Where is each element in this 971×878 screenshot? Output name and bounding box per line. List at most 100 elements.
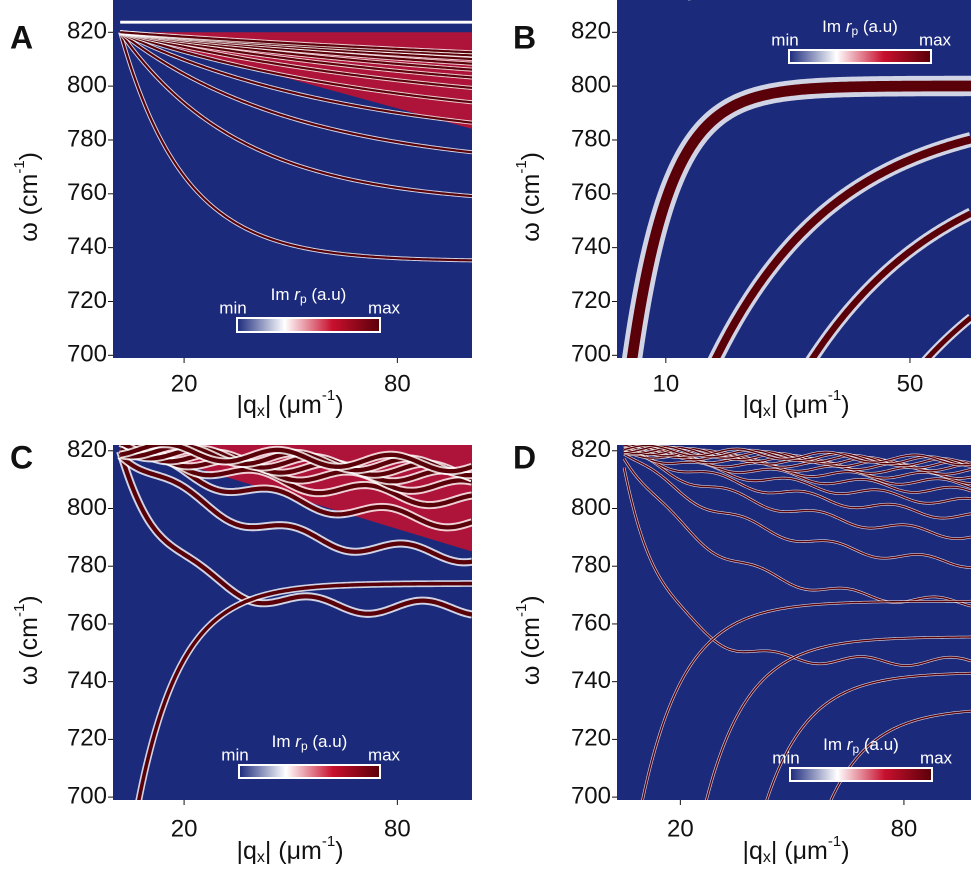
panel-label: A — [10, 19, 33, 55]
x-axis-label: |qx| (μm-1) — [742, 833, 849, 866]
x-axis-label-part: ) — [841, 391, 849, 419]
y-axis-label-part: ω (cm — [517, 617, 545, 685]
heatmap-background — [617, 445, 971, 800]
y-tick-label: 740 — [571, 233, 611, 260]
y-axis-label-part: ) — [15, 152, 43, 160]
colorbar-min: min — [772, 748, 799, 767]
colorbar — [789, 50, 931, 63]
y-axis-label-part: -1 — [11, 604, 28, 617]
panel-label: D — [513, 439, 536, 475]
colorbar — [239, 765, 380, 778]
y-axis-label-part: -1 — [11, 160, 28, 173]
x-axis-label-part: | (μm — [265, 837, 322, 865]
x-axis-label-part: |q — [742, 837, 762, 865]
colorbar-title-part: Im — [271, 285, 295, 304]
y-axis-label: ω (cm-1) — [11, 152, 43, 242]
colorbar-min: min — [771, 30, 798, 49]
colorbar-title-part: (a.u) — [308, 732, 348, 751]
x-axis-label-part: -1 — [828, 387, 841, 404]
x-tick-label: 80 — [891, 815, 918, 842]
x-axis-label: |qx| (μm-1) — [742, 387, 849, 420]
y-tick-label: 780 — [571, 552, 611, 579]
x-axis-label-part: x — [257, 403, 265, 420]
y-tick-label: 700 — [571, 782, 611, 809]
y-tick-label: 780 — [67, 125, 107, 152]
colorbar-title-part: Im — [822, 17, 846, 36]
colorbar-title: Im rp (a.u) — [272, 732, 348, 753]
y-tick-label: 740 — [571, 667, 611, 694]
y-tick-label: 800 — [571, 71, 611, 98]
colorbar-title: Im rp (a.u) — [823, 735, 899, 756]
colorbar-title-part: (a.u) — [858, 17, 898, 36]
x-axis-label-part: x — [257, 849, 265, 866]
colorbar-min: min — [221, 745, 248, 764]
colorbar-max: max — [919, 30, 952, 49]
y-tick-label: 700 — [67, 341, 107, 368]
y-tick-label: 760 — [67, 609, 107, 636]
y-axis-label-part: ω (cm — [517, 174, 545, 242]
colorbar-max: max — [368, 745, 401, 764]
x-axis-label-part: | (μm — [265, 391, 322, 419]
y-axis-label-part: ω (cm — [15, 617, 43, 685]
y-tick-label: 820 — [67, 436, 107, 463]
y-tick-label: 800 — [571, 494, 611, 521]
y-tick-label: 820 — [67, 18, 107, 45]
colorbar-title: Im rp (a.u) — [822, 17, 898, 38]
y-tick-label: 820 — [571, 18, 611, 45]
x-axis-label: |qx| (μm-1) — [236, 387, 343, 420]
y-tick-label: 700 — [571, 341, 611, 368]
panel-label: B — [513, 19, 536, 55]
colorbar-max: max — [368, 298, 401, 317]
x-tick-label: 80 — [384, 815, 411, 842]
x-axis-label-part: -1 — [828, 833, 841, 850]
y-tick-label: 800 — [67, 494, 107, 521]
colorbar-title-part: (a.u) — [859, 735, 899, 754]
y-axis-label-part: -1 — [513, 160, 530, 173]
y-tick-label: 720 — [571, 725, 611, 752]
x-axis-label-part: ) — [841, 837, 849, 865]
x-axis-label-part: | (μm — [771, 837, 828, 865]
colorbar-title: Im rp (a.u) — [271, 285, 347, 306]
colorbar-max: max — [920, 748, 953, 767]
y-tick-label: 820 — [571, 436, 611, 463]
y-axis-label: ω (cm-1) — [513, 595, 545, 685]
x-axis-label-part: -1 — [322, 387, 335, 404]
y-axis-label-part: ) — [517, 152, 545, 160]
y-axis-label: ω (cm-1) — [513, 152, 545, 242]
x-axis-label-part: ) — [335, 391, 343, 419]
colorbar — [790, 768, 932, 781]
colorbar-min: min — [219, 298, 246, 317]
x-axis-label-part: ) — [335, 837, 343, 865]
y-tick-label: 780 — [571, 125, 611, 152]
x-tick-label: 20 — [171, 370, 198, 397]
y-tick-label: 760 — [571, 609, 611, 636]
panel-label: C — [10, 439, 33, 475]
x-axis-label-part: |q — [742, 391, 762, 419]
y-tick-label: 700 — [67, 782, 107, 809]
x-tick-label: 20 — [171, 815, 198, 842]
y-axis-label-part: -1 — [513, 604, 530, 617]
x-axis-label-part: x — [763, 403, 771, 420]
x-axis-label-part: |q — [236, 837, 256, 865]
y-tick-label: 760 — [67, 179, 107, 206]
x-tick-label: 20 — [667, 815, 694, 842]
y-axis-label-part: ) — [15, 595, 43, 603]
x-axis-label-part: x — [763, 849, 771, 866]
y-tick-label: 740 — [67, 667, 107, 694]
x-axis-label-part: | (μm — [771, 391, 828, 419]
y-axis-label: ω (cm-1) — [11, 595, 43, 685]
y-axis-label-part: ) — [517, 595, 545, 603]
y-tick-label: 720 — [67, 287, 107, 314]
y-tick-label: 760 — [571, 179, 611, 206]
heatmap-line — [120, 21, 472, 24]
x-axis-label-part: |q — [236, 391, 256, 419]
y-axis-label-part: ω (cm — [15, 174, 43, 242]
colorbar — [237, 318, 380, 332]
x-axis-label-part: -1 — [322, 833, 335, 850]
colorbar-title-part: (a.u) — [307, 285, 347, 304]
